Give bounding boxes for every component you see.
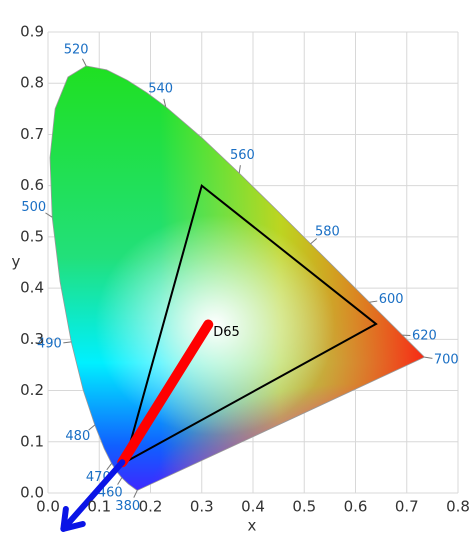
x-tick-label: 0.8 xyxy=(446,498,470,516)
blue-arrow xyxy=(60,459,126,532)
wavelength-tick xyxy=(106,463,113,471)
y-tick-label: 0.5 xyxy=(20,227,44,245)
y-tick-label: 0.1 xyxy=(20,432,44,450)
wavelength-label: 700 xyxy=(434,352,459,367)
y-tick-label: 0.8 xyxy=(20,74,44,92)
x-tick-label: 0.6 xyxy=(344,498,368,516)
y-tick-label: 0.7 xyxy=(20,125,44,143)
x-tick-label: 0.4 xyxy=(241,498,265,516)
wavelength-label: 490 xyxy=(37,337,62,352)
y-tick-label: 0.6 xyxy=(20,176,44,194)
y-axis-label: y xyxy=(12,253,21,271)
x-tick-label: 0.1 xyxy=(87,498,111,516)
red-line xyxy=(117,319,214,468)
arrow-head xyxy=(60,506,86,532)
wavelength-tick xyxy=(163,98,167,107)
wavelength-label: 500 xyxy=(21,200,46,215)
wavelength-tick xyxy=(45,212,53,218)
wavelength-tick xyxy=(117,477,123,485)
wavelength-label: 480 xyxy=(65,429,90,444)
wavelength-tick xyxy=(310,238,318,245)
y-tick-label: 0.4 xyxy=(20,279,44,297)
wavelength-tick xyxy=(238,165,241,174)
wavelength-label: 600 xyxy=(379,292,404,307)
wavelength-label: 520 xyxy=(64,42,89,57)
spectral-locus xyxy=(49,65,426,491)
x-tick-label: 0.5 xyxy=(292,498,316,516)
wavelength-label: 560 xyxy=(230,148,255,163)
y-tick-label: 0.3 xyxy=(20,330,44,348)
wavelength-label: 580 xyxy=(315,225,340,240)
wavelength-tick xyxy=(424,356,433,359)
x-tick-label: 0.3 xyxy=(190,498,214,516)
whitepoint-label: D65 xyxy=(213,325,240,340)
x-axis-label: x xyxy=(248,517,257,535)
gamut-triangle xyxy=(123,183,378,465)
whitepoint xyxy=(205,321,212,328)
y-tick-label: 0.2 xyxy=(20,381,44,399)
x-tick-label: 0.7 xyxy=(395,498,419,516)
wavelength-tick xyxy=(133,490,138,498)
wavelength-label: 620 xyxy=(412,329,437,344)
wavelength-label: 540 xyxy=(148,82,173,97)
wavelength-label: 460 xyxy=(98,486,123,501)
y-tick-label: 0.0 xyxy=(20,484,44,502)
wavelength-tick xyxy=(369,300,378,303)
y-tick-label: 0.9 xyxy=(20,23,44,41)
wavelength-tick xyxy=(63,341,72,344)
x-tick-label: 0.2 xyxy=(139,498,163,516)
wavelength-label: 380 xyxy=(115,499,140,514)
wavelength-tick xyxy=(88,424,96,431)
x-tick-label: 0.0 xyxy=(36,498,60,516)
wavelength-tick xyxy=(82,58,87,67)
